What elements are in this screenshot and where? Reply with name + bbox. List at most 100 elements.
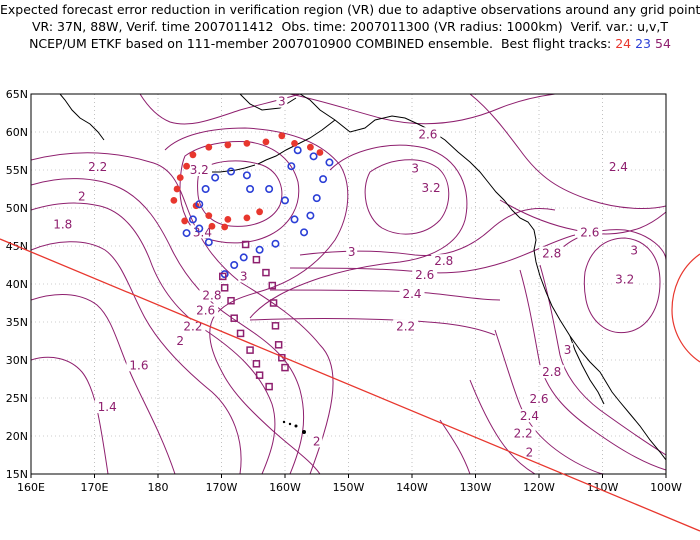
track-a-obs-point (170, 197, 178, 204)
island (282, 420, 286, 424)
track-a-obs-point (208, 222, 216, 230)
contour-label-bg (393, 319, 419, 333)
lon-tick-label: 170W (206, 481, 238, 494)
track-c-obs-point (274, 341, 283, 349)
contour-line (31, 356, 109, 474)
verification-region-circle (671, 253, 700, 363)
track-a-id: 24 (615, 36, 632, 51)
track-c-obs-point (268, 281, 277, 290)
track-c-obs-point (269, 299, 278, 307)
contour-label-bg (311, 434, 323, 448)
contour-label-bg (516, 409, 542, 423)
track-b-obs-point (309, 152, 318, 161)
contour-line (289, 234, 576, 274)
lon-tick-label: 160E (17, 481, 45, 494)
contour-label: 1.8 (53, 218, 72, 232)
track-b-id: 23 (635, 36, 652, 51)
track-a-obs-point (243, 140, 251, 147)
coastline-alaska-canada-us (299, 94, 666, 461)
track-a-obs-point (256, 208, 263, 216)
track-b-obs-point (271, 239, 280, 248)
track-b-obs-point (325, 158, 334, 167)
contour-label: 1.4 (98, 400, 117, 414)
contour-label: 2.4 (520, 409, 539, 423)
track-b-obs-point (300, 228, 309, 237)
lon-tick-label: 110W (587, 481, 619, 494)
lat-tick-label: 35N (6, 316, 28, 329)
contour-label-bg (539, 365, 565, 379)
track-c-id: 54 (655, 36, 671, 51)
contour-label: 2.2 (183, 320, 202, 334)
contour-label: 2.6 (196, 304, 215, 318)
track-a-obs-point (307, 143, 314, 151)
contour-label: 2.6 (580, 225, 599, 239)
contour-label-bg (412, 267, 438, 281)
lat-tick-label: 40N (6, 278, 28, 291)
great-circle-track-line (0, 238, 700, 532)
contour-label: 2 (526, 446, 534, 460)
track-a-obs-point (181, 217, 189, 225)
contour-label: 3 (240, 269, 248, 283)
contour-label-bg (510, 426, 536, 440)
contour-label: 2.8 (434, 254, 453, 268)
coastline-alaska-peninsula (257, 119, 336, 165)
coastline-kamchatka (59, 94, 105, 141)
lat-lon-grid (31, 94, 666, 474)
contour-label-bg (346, 245, 358, 259)
track-a-obs-point (316, 149, 324, 156)
track-b-obs-point (306, 211, 315, 220)
title-line-2: VR: 37N, 88W, Verif. time 2007011412 Obs… (31, 19, 669, 34)
track-b-obs-point (319, 175, 328, 184)
track-b-obs-point (287, 162, 296, 171)
contour-label-bg (85, 159, 111, 173)
lon-tick-label: 170E (81, 481, 109, 494)
track-b-obs-point (195, 200, 204, 209)
track-b-obs-point (293, 146, 302, 155)
track-a-obs-point (262, 138, 270, 146)
track-b-obs-point (182, 229, 191, 238)
contour-line (583, 237, 661, 334)
contour-labels: 32.62.42.2 3.2 33.221.83.4 2.632.832.83.23 2… (50, 94, 640, 460)
contour-label: 3.2 (190, 163, 209, 177)
contour-line (539, 264, 666, 456)
track-b-obs-point (280, 196, 289, 205)
contour-label-bg (526, 391, 552, 405)
track-c-obs-point (227, 296, 235, 305)
contour-label: 1.6 (129, 358, 148, 372)
track-a-obs-point (291, 140, 298, 147)
track-b-obs-point (230, 260, 239, 269)
contour-line (249, 318, 496, 336)
track-b-obs-point (227, 167, 236, 176)
track-b-obs-point (265, 185, 274, 194)
lon-tick-label: 150W (333, 481, 365, 494)
contour-line (494, 329, 606, 474)
track-c-obs-point (252, 255, 261, 264)
contour-label-bg (431, 254, 457, 268)
island (294, 424, 298, 428)
title-line-3: NCEP/UM ETKF based on 111-member 2007010… (0, 36, 700, 52)
track-c-obs-point (265, 382, 273, 391)
contour-line (269, 289, 501, 301)
contour-label-bg (562, 343, 574, 357)
lon-tick-label: 160W (269, 481, 301, 494)
track-b-obs-point (204, 238, 213, 247)
track-b-obs-point (246, 185, 255, 194)
track-c-obs-point (236, 329, 245, 338)
contour-label: 2.6 (529, 392, 548, 406)
contour-label: 3 (411, 161, 419, 175)
track-a-obs-point (224, 141, 232, 149)
contour-label-bg (523, 445, 535, 459)
axis-labels: 160E 170E 180 170W 160W 150W 140W 130W 120W 110W 1… (6, 88, 682, 494)
coastline-baja (569, 335, 605, 405)
contour-line (299, 207, 556, 257)
track-b-obs-point (255, 245, 264, 254)
contour-line (164, 127, 349, 474)
contour-label: 2.6 (415, 268, 434, 282)
contour-label: 2 (313, 434, 321, 448)
lon-tick-label: 140W (396, 481, 428, 494)
contour-line (197, 160, 283, 227)
contour-line (469, 379, 536, 474)
contour-label: 3 (348, 245, 356, 259)
track-b-obs-point (239, 253, 248, 262)
track-a-obs-point (224, 216, 232, 223)
